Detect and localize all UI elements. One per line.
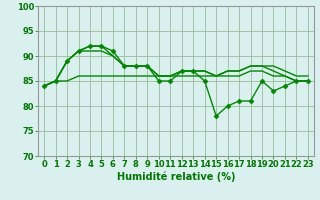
X-axis label: Humidité relative (%): Humidité relative (%) [117, 172, 235, 182]
